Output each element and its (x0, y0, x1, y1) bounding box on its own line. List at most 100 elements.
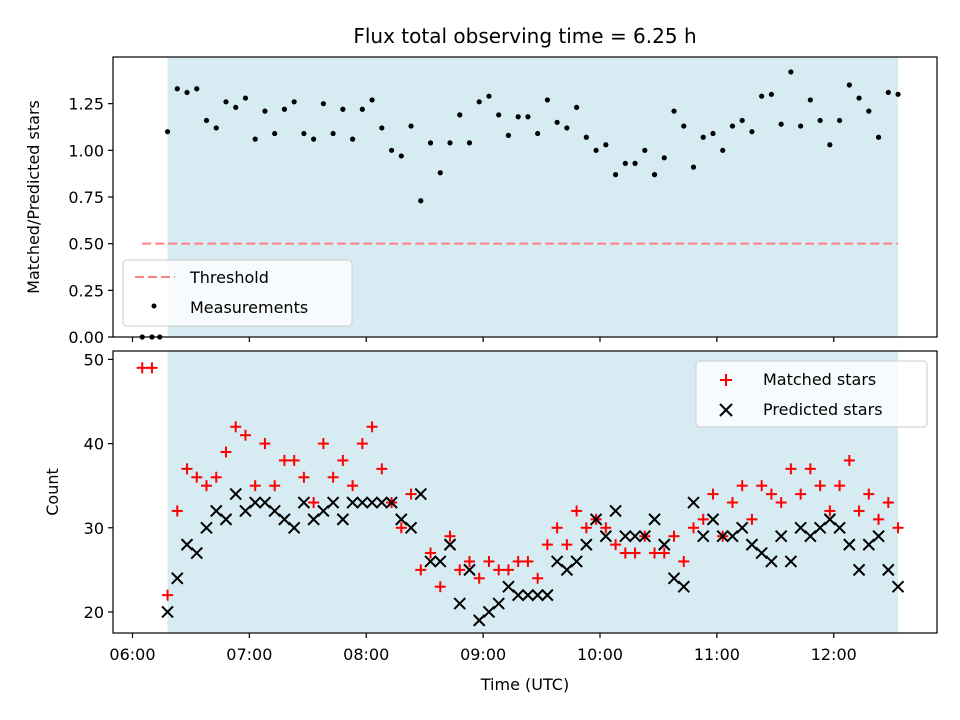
predicted-star-point (453, 597, 466, 610)
measurement-point (311, 136, 317, 142)
matched-star-point (668, 530, 680, 542)
measurement-point (535, 130, 541, 137)
top-y-tick-label: 0.25 (68, 281, 104, 300)
matched-star-point (493, 564, 505, 576)
predicted-star-point (443, 538, 457, 551)
predicted-star-point (404, 521, 418, 534)
matched-star-point (337, 454, 349, 466)
measurement-point (544, 97, 551, 103)
predicted-star-point (716, 529, 729, 543)
predicted-star-point (619, 529, 632, 543)
matched-star-point (775, 497, 787, 509)
predicted-star-point (638, 529, 652, 543)
x-axis-label: Time (UTC) (480, 675, 569, 694)
measurement-point (379, 125, 385, 131)
measurement-point (759, 93, 765, 99)
measurement-point (340, 106, 346, 112)
measurement-point (486, 93, 492, 99)
measurement-point (496, 112, 502, 118)
measurement-point (690, 164, 697, 170)
measurement-point (369, 97, 375, 103)
bottom-axes-frame (112, 350, 938, 634)
matched-star-point (697, 513, 709, 525)
predicted-star-point (882, 563, 895, 577)
matched-star-point (249, 480, 261, 492)
measurement-point (388, 147, 395, 153)
matched-star-point (220, 446, 232, 458)
measurement-point (798, 123, 804, 129)
bottom-y-tick-label: 50 (84, 350, 104, 369)
measurement-point (398, 153, 404, 159)
measurement-point (564, 125, 570, 131)
measurement-point (242, 95, 249, 101)
measurement-point (330, 130, 336, 137)
measurement-point (749, 129, 755, 135)
matched-star-point (454, 564, 466, 576)
predicted-star-point (658, 538, 671, 551)
predicted-star-point (677, 580, 690, 593)
predicted-star-point (492, 597, 505, 610)
predicted-star-point (346, 496, 359, 509)
predicted-star-point (765, 555, 778, 568)
matched-star-point (765, 488, 777, 500)
matched-star-point (863, 488, 875, 500)
predicted-star-point (706, 513, 720, 526)
bottom-x-tick-label: 08:00 (343, 645, 389, 664)
measurement-point (807, 97, 813, 103)
matched-star-point (395, 522, 407, 534)
measurement-point (612, 172, 619, 178)
matched-star-point (171, 505, 183, 517)
measurement-point (350, 136, 356, 142)
predicted-star-point (200, 521, 213, 534)
matched-star-point (191, 471, 203, 483)
measurement-point (418, 198, 424, 204)
matched-star-point (444, 530, 456, 542)
predicted-star-point (161, 605, 174, 619)
measurement-point (466, 140, 473, 146)
predicted-star-point (424, 555, 437, 568)
top-panel: 0.00 0.25 0.50 0.75 1.00 1.25 Matched/Predict… (24, 56, 938, 347)
matched-star-point (707, 488, 719, 500)
predicted-star-point (852, 563, 866, 577)
matched-star-point (892, 522, 904, 534)
matched-star-point (201, 480, 213, 492)
bottom-panel: 20 30 40 50 06:00 07:00 08:00 09:00 10:00 11:00 1… (43, 350, 938, 694)
predicted-star-point (833, 521, 846, 534)
matched-star-point (181, 463, 193, 475)
measurement-point (437, 170, 443, 176)
measurement-point (213, 125, 219, 131)
predicted-star-point (872, 529, 885, 543)
measurement-point (788, 69, 794, 75)
predicted-star-point (356, 496, 369, 509)
matched-star-point (678, 555, 690, 567)
matched-star-point (834, 480, 846, 492)
matched-star-point (473, 572, 485, 584)
top-y-tick-label: 1.00 (68, 141, 104, 160)
measurement-point (359, 106, 365, 112)
predicted-star-point (365, 496, 379, 509)
matched-star-point (756, 480, 768, 492)
matched-star-point (415, 564, 427, 576)
predicted-star-point (385, 496, 398, 509)
matched-star-point (541, 539, 553, 551)
measurement-point (729, 123, 736, 129)
predicted-star-point (375, 496, 389, 509)
measurement-point (700, 134, 706, 140)
matched-star-point (210, 471, 222, 483)
legend-predicted-label: Predicted stars (763, 400, 883, 419)
matched-star-point (288, 454, 300, 466)
measurement-point (574, 104, 580, 110)
measurement-point (720, 147, 726, 153)
matched-star-point (814, 480, 826, 492)
measurement-point (671, 108, 677, 114)
bottom-x-tick-label: 09:00 (460, 645, 506, 664)
matched-star-point (366, 421, 378, 433)
measurement-point (856, 95, 862, 101)
measurement-point (281, 106, 288, 112)
predicted-star-point (248, 496, 262, 509)
matched-star-point (873, 513, 885, 525)
top-legend: Threshold Measurements (122, 259, 353, 327)
measurement-point (291, 99, 297, 105)
bottom-legend: Matched stars Predicted stars (695, 360, 928, 428)
